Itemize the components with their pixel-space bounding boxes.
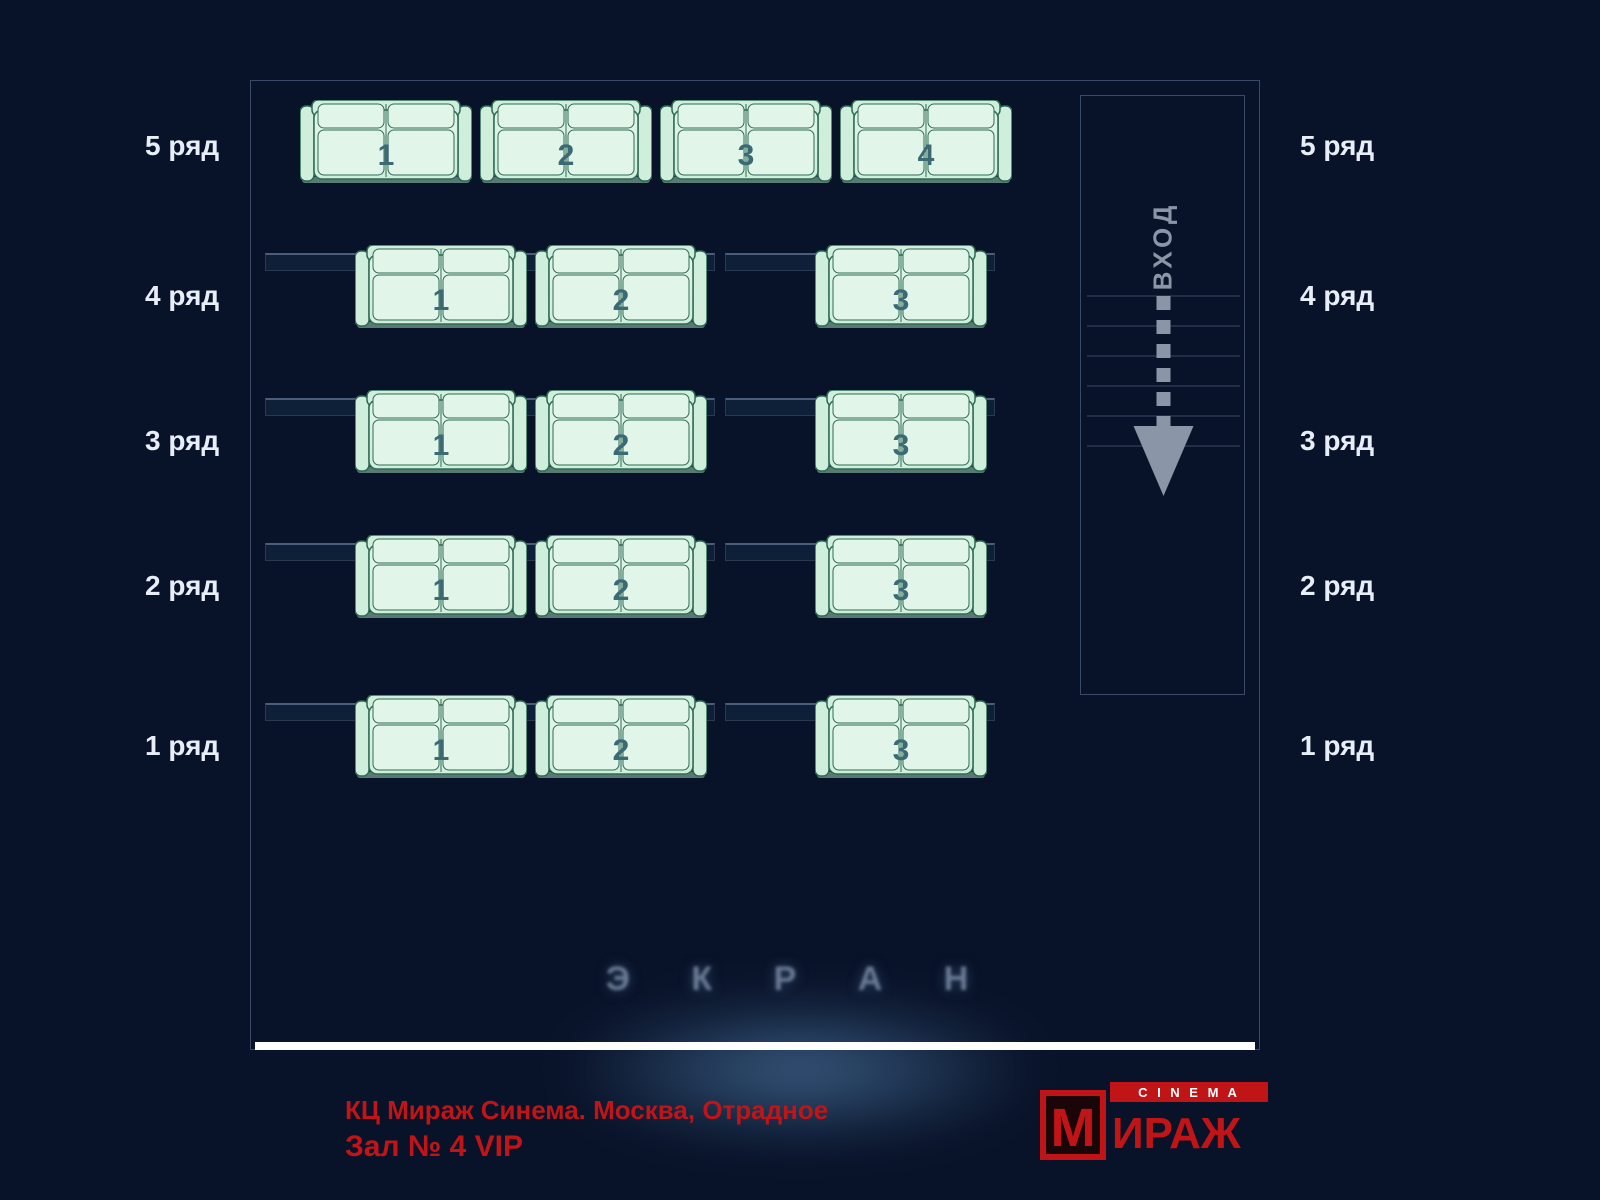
seat-number: 1 xyxy=(355,284,527,318)
seat-number: 1 xyxy=(300,139,472,173)
seat-number: 2 xyxy=(535,429,707,463)
seat-sofa[interactable]: 3 xyxy=(815,535,987,620)
screen-bar xyxy=(255,1042,1255,1050)
row-label-right: 2 ряд xyxy=(1300,570,1374,602)
row-label-left: 2 ряд xyxy=(145,570,219,602)
footer-hall-name: Зал № 4 VIP xyxy=(345,1130,523,1164)
seat-number: 2 xyxy=(535,734,707,768)
seat-number: 3 xyxy=(815,284,987,318)
seat-sofa[interactable]: 3 xyxy=(660,100,832,185)
row-label-right: 1 ряд xyxy=(1300,730,1374,762)
seat-sofa[interactable]: 2 xyxy=(535,695,707,780)
seat-sofa[interactable]: 3 xyxy=(815,695,987,780)
seat-sofa[interactable]: 1 xyxy=(355,695,527,780)
seat-sofa[interactable]: 2 xyxy=(480,100,652,185)
row-label-left: 3 ряд xyxy=(145,425,219,457)
svg-text:C I N E M A: C I N E M A xyxy=(1138,1085,1240,1100)
seat-sofa[interactable]: 2 xyxy=(535,245,707,330)
svg-text:М: М xyxy=(1051,1098,1096,1158)
row-label-left: 5 ряд xyxy=(145,130,219,162)
row-label-left: 1 ряд xyxy=(145,730,219,762)
seat-sofa[interactable]: 1 xyxy=(355,390,527,475)
seat-sofa[interactable]: 2 xyxy=(535,535,707,620)
seat-sofa[interactable]: 2 xyxy=(535,390,707,475)
seat-number: 2 xyxy=(480,139,652,173)
row-label-right: 3 ряд xyxy=(1300,425,1374,457)
seat-number: 1 xyxy=(355,429,527,463)
entrance-corridor: ВХОД xyxy=(1080,95,1245,695)
seat-number: 4 xyxy=(840,139,1012,173)
footer-cinema-name: КЦ Мираж Синема. Москва, Отрадное xyxy=(345,1095,828,1126)
seat-number: 2 xyxy=(535,574,707,608)
screen-label: Э К Р А Н xyxy=(606,960,995,999)
row-label-right: 5 ряд xyxy=(1300,130,1374,162)
row-label-right: 4 ряд xyxy=(1300,280,1374,312)
seat-sofa[interactable]: 3 xyxy=(815,390,987,475)
mirage-cinema-logo: C I N E M A М ИРАЖ xyxy=(1040,1080,1270,1160)
entrance-arrow-icon xyxy=(1081,96,1246,696)
row-label-left: 4 ряд xyxy=(145,280,219,312)
seat-sofa[interactable]: 3 xyxy=(815,245,987,330)
seat-number: 2 xyxy=(535,284,707,318)
seat-number: 3 xyxy=(815,734,987,768)
seat-sofa[interactable]: 1 xyxy=(355,535,527,620)
seat-sofa[interactable]: 1 xyxy=(355,245,527,330)
svg-text:ИРАЖ: ИРАЖ xyxy=(1112,1109,1241,1158)
seat-number: 3 xyxy=(660,139,832,173)
seat-number: 3 xyxy=(815,574,987,608)
seat-sofa[interactable]: 4 xyxy=(840,100,1012,185)
seat-number: 1 xyxy=(355,574,527,608)
seat-number: 1 xyxy=(355,734,527,768)
seat-number: 3 xyxy=(815,429,987,463)
cinema-seating-diagram: 1 2 xyxy=(0,0,1600,1200)
seat-sofa[interactable]: 1 xyxy=(300,100,472,185)
